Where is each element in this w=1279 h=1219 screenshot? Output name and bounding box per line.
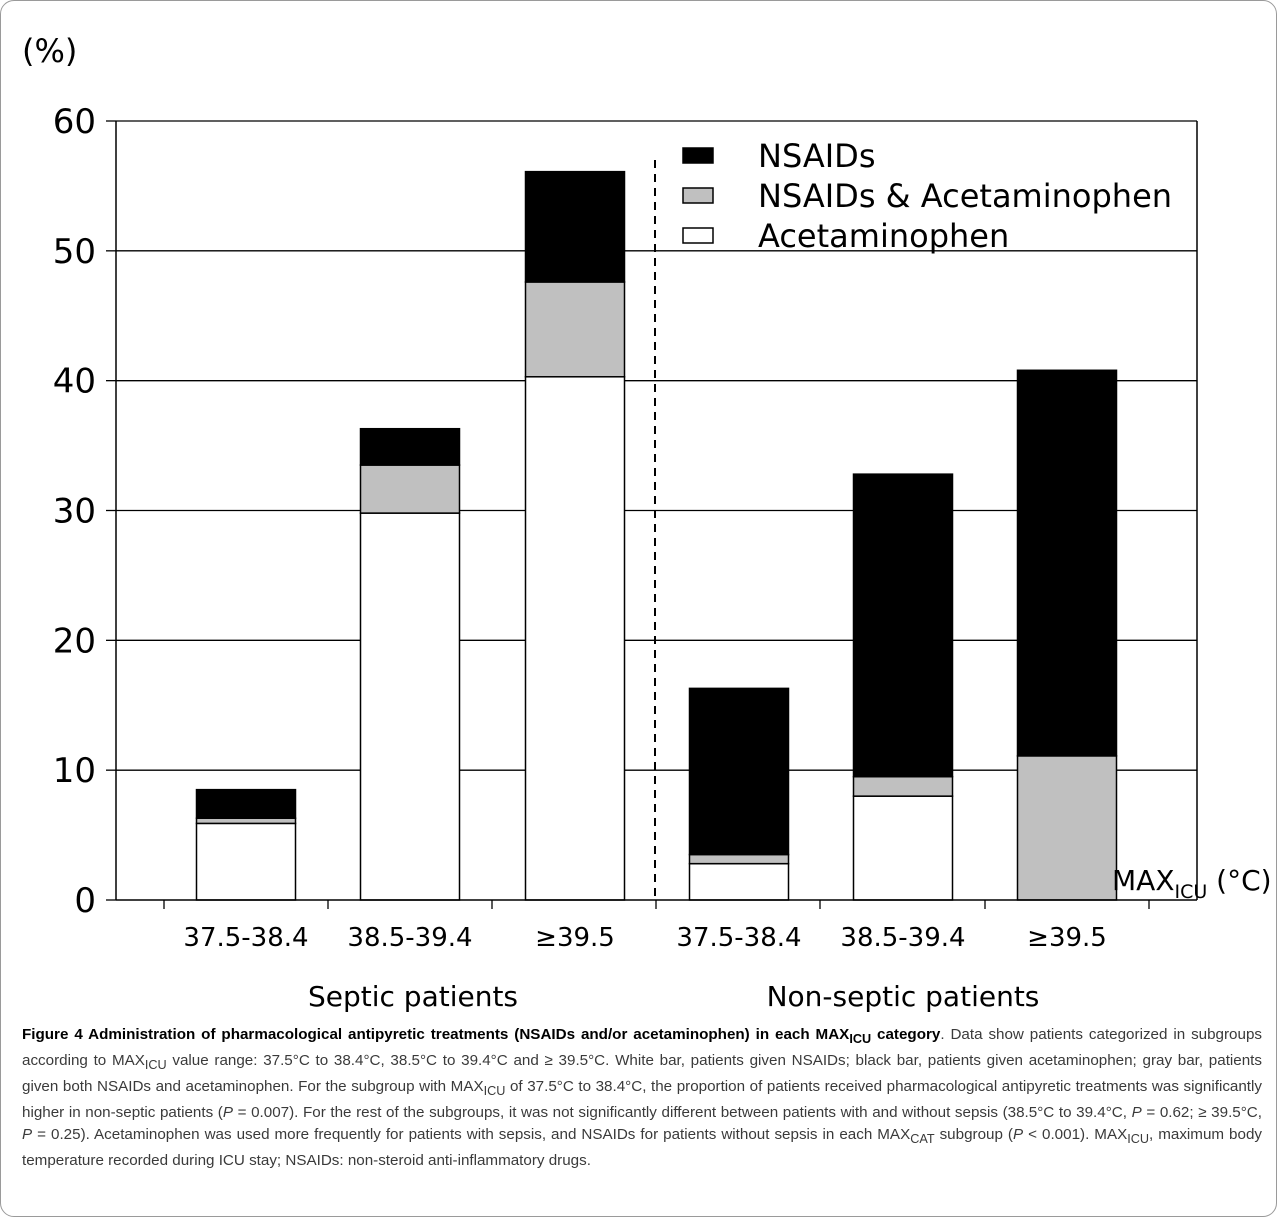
legend-swatch [682, 187, 714, 204]
axes [106, 120, 1198, 909]
figure-caption: Figure 4 Administration of pharmacologic… [22, 1026, 1262, 1170]
bar-segment [1016, 755, 1118, 901]
x-tick-label: 37.5-38.4 [676, 923, 801, 953]
x-tick-label: ≥39.5 [1027, 923, 1107, 953]
bar-segment [524, 281, 626, 378]
bar-segment [359, 427, 461, 466]
x-axis-label: MAXICU (°C) [1112, 864, 1272, 903]
bar-group [195, 170, 1118, 901]
bar-segment [195, 822, 297, 901]
bar-segment [852, 473, 954, 778]
group-label: Non-septic patients [767, 980, 1040, 1013]
y-tick-label: 10 [53, 751, 96, 791]
y-tick-label: 0 [74, 881, 96, 921]
bar-segment [195, 817, 297, 825]
bar-segment [852, 795, 954, 901]
group-labels: Septic patients Non-septic patients [308, 980, 1039, 1013]
bar-segment [688, 853, 790, 865]
y-tick-label: 60 [53, 102, 96, 142]
bar-segment [359, 512, 461, 901]
y-axis-label: (%) [22, 32, 77, 70]
bar-segment [195, 788, 297, 819]
group-label: Septic patients [308, 980, 518, 1013]
legend-label: Acetaminophen [758, 217, 1009, 255]
legend-swatch [682, 147, 714, 164]
legend-label: NSAIDs & Acetaminophen [758, 177, 1172, 215]
bar-segment [524, 170, 626, 283]
y-tick-label: 40 [53, 362, 96, 402]
y-tick-label: 50 [53, 232, 96, 272]
bar-segment [359, 464, 461, 514]
x-tick-label: ≥39.5 [535, 923, 615, 953]
x-tick-label: 38.5-39.4 [347, 923, 472, 953]
y-tick-labels: 0 10 20 30 40 50 60 [53, 102, 96, 921]
x-tick-label: 37.5-38.4 [183, 923, 308, 953]
legend-swatch [682, 227, 714, 244]
figure-title: Figure 4 Administration of pharmacologic… [22, 1026, 941, 1047]
y-tick-label: 30 [53, 492, 96, 532]
bar-segment [1016, 369, 1118, 757]
y-tick-label: 20 [53, 621, 96, 661]
bar-segment [852, 775, 954, 797]
bar-segment [524, 376, 626, 901]
x-tick-labels: 37.5-38.4 38.5-39.4 ≥39.5 37.5-38.4 38.5-39.… [183, 923, 1106, 953]
bar-segment [688, 862, 790, 901]
legend-label: NSAIDs [758, 137, 875, 175]
bar-segment [688, 687, 790, 856]
x-tick-label: 38.5-39.4 [840, 923, 965, 953]
